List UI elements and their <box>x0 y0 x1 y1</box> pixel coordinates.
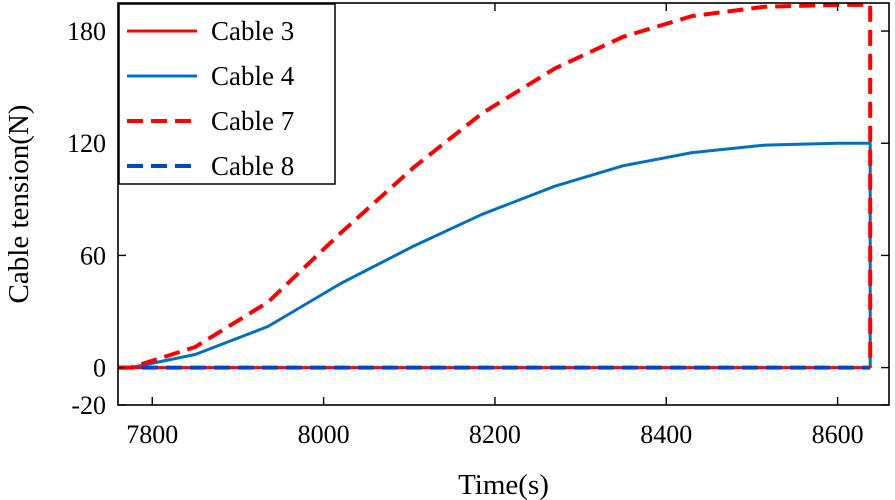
y-tick-label: 60 <box>80 241 106 270</box>
y-tick-label: 0 <box>93 354 106 383</box>
legend-label: Cable 7 <box>211 106 294 136</box>
x-tick-label: 7800 <box>126 420 178 449</box>
y-tick-label: 120 <box>67 129 106 158</box>
series-line-cable-7 <box>118 2 873 370</box>
x-axis-title: Time(s) <box>458 469 549 500</box>
x-tick-label: 8000 <box>298 420 350 449</box>
y-axis-title: Cable tension(N) <box>3 105 35 304</box>
y-tick-label: -20 <box>71 391 106 420</box>
legend: Cable 3 Cable 4 Cable 7 Cable 8 <box>118 3 336 185</box>
plot-frame <box>117 2 890 406</box>
y-tick-label: 180 <box>67 17 106 46</box>
series-line-cable-4 <box>118 141 872 370</box>
x-tick-label: 8400 <box>640 420 692 449</box>
legend-box <box>118 3 336 185</box>
legend-label: Cable 4 <box>211 61 295 91</box>
x-tick-label: 8200 <box>469 420 521 449</box>
series-layer <box>118 2 873 370</box>
legend-label: Cable 8 <box>211 151 294 181</box>
axis-ticks: 7800 8000 8200 8400 8600 -20 0 60 120 180 <box>67 3 889 449</box>
x-tick-label: 8600 <box>812 420 864 449</box>
legend-label: Cable 3 <box>211 16 294 46</box>
